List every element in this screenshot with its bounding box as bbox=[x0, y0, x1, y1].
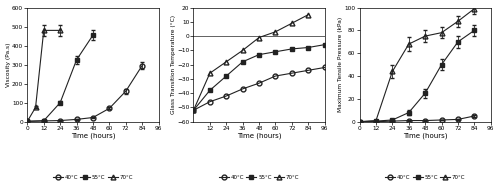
Legend: 40°C, 55°C, 70°C: 40°C, 55°C, 70°C bbox=[50, 172, 135, 182]
70°C bbox=[256, 36, 262, 39]
Line: 40°C: 40°C bbox=[191, 65, 327, 113]
40°C bbox=[224, 95, 230, 97]
70°C bbox=[272, 31, 278, 33]
40°C bbox=[305, 69, 311, 71]
55°C bbox=[289, 48, 295, 50]
Y-axis label: Maximum Tensile Pressure (kPa): Maximum Tensile Pressure (kPa) bbox=[338, 17, 343, 112]
40°C bbox=[207, 101, 213, 103]
55°C bbox=[256, 53, 262, 56]
70°C bbox=[207, 72, 213, 74]
40°C bbox=[256, 82, 262, 84]
40°C bbox=[322, 66, 328, 69]
X-axis label: Time (hours): Time (hours) bbox=[237, 132, 282, 139]
55°C bbox=[207, 89, 213, 91]
55°C bbox=[190, 109, 196, 111]
40°C bbox=[190, 109, 196, 111]
70°C bbox=[240, 49, 246, 51]
70°C bbox=[190, 109, 196, 111]
40°C bbox=[240, 88, 246, 90]
70°C bbox=[224, 61, 230, 63]
Y-axis label: Glass Transition Temperature (°C): Glass Transition Temperature (°C) bbox=[170, 15, 175, 114]
55°C bbox=[272, 51, 278, 53]
Line: 70°C: 70°C bbox=[191, 12, 310, 113]
55°C bbox=[240, 61, 246, 63]
70°C bbox=[305, 14, 311, 16]
Legend: 40°C, 55°C, 70°C: 40°C, 55°C, 70°C bbox=[217, 172, 302, 182]
Line: 55°C: 55°C bbox=[191, 42, 327, 113]
X-axis label: Time (hours): Time (hours) bbox=[403, 132, 448, 139]
X-axis label: Time (hours): Time (hours) bbox=[70, 132, 115, 139]
Legend: 40°C, 55°C, 70°C: 40°C, 55°C, 70°C bbox=[383, 172, 468, 182]
40°C bbox=[289, 72, 295, 74]
55°C bbox=[224, 75, 230, 77]
55°C bbox=[322, 43, 328, 46]
40°C bbox=[272, 75, 278, 77]
70°C bbox=[289, 22, 295, 24]
55°C bbox=[305, 46, 311, 49]
Y-axis label: Viscosity (Pa.s): Viscosity (Pa.s) bbox=[6, 42, 10, 87]
